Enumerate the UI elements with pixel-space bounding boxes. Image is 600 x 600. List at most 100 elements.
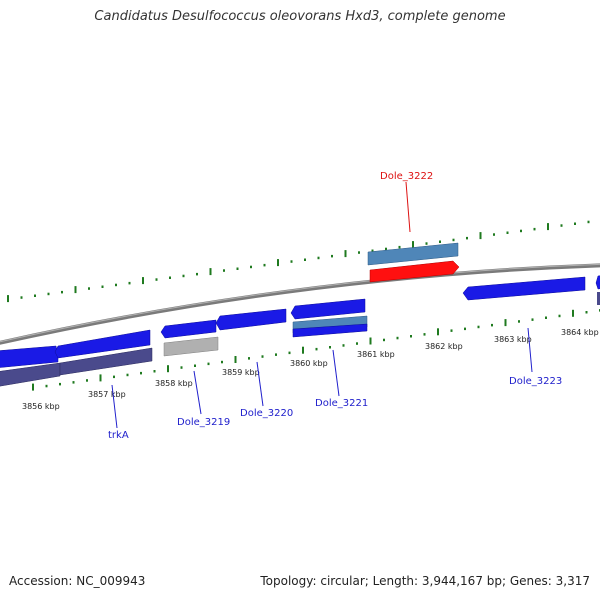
minor-tick (194, 364, 196, 367)
gene-arrow[interactable] (0, 345, 59, 368)
gene-arrow[interactable] (290, 298, 366, 320)
tick-label: 3857 kbp (88, 390, 126, 399)
gene-arrow[interactable] (462, 276, 586, 301)
major-tick (277, 259, 279, 267)
leader-line (405, 181, 411, 233)
minor-tick (315, 347, 318, 351)
minor-tick (113, 375, 115, 379)
label-leaders (111, 181, 533, 429)
gene-arrow[interactable] (163, 336, 219, 357)
minor-tick (533, 227, 536, 231)
tick-label: 3864 kbp (561, 328, 599, 337)
major-tick (302, 346, 304, 354)
leader-line (256, 361, 264, 407)
minor-tick (531, 318, 534, 321)
accession-text: Accession: NC_009943 (9, 574, 146, 588)
gene-label-trkA[interactable]: trkA (108, 430, 129, 441)
major-tick (412, 241, 414, 249)
minor-tick (371, 249, 374, 252)
tick-label: 3858 kbp (155, 379, 193, 388)
major-tick (74, 286, 77, 294)
gene-arrow[interactable] (54, 329, 151, 359)
gene-Dole_3222-group[interactable] (367, 242, 460, 283)
gene-label-Dole_3223[interactable]: Dole_3223 (509, 376, 562, 387)
major-tick (504, 319, 507, 327)
minor-tick (86, 379, 88, 382)
gene-label-Dole_3220[interactable]: Dole_3220 (240, 408, 293, 419)
minor-tick (115, 283, 117, 287)
gene-arrow[interactable] (292, 323, 368, 338)
gene-Dole_3219-group[interactable] (160, 319, 219, 357)
gene-label-Dole_3222[interactable]: Dole_3222 (380, 171, 433, 182)
minor-tick (545, 316, 547, 319)
gene-arrow[interactable] (160, 319, 217, 339)
minor-tick (329, 346, 331, 349)
minor-tick (466, 236, 468, 240)
major-tick (369, 337, 372, 345)
gene-arrow[interactable] (215, 308, 287, 331)
minor-tick (196, 272, 198, 276)
tick-label: 3863 kbp (494, 335, 532, 344)
leader-line (332, 349, 340, 397)
gene-arrow[interactable] (0, 362, 61, 387)
minor-tick (518, 320, 520, 323)
minor-tick (398, 245, 401, 249)
minor-tick (20, 296, 23, 299)
gene-arrow[interactable] (597, 292, 600, 305)
major-tick (437, 328, 439, 336)
minor-tick (101, 285, 104, 288)
gene-arrow[interactable] (59, 347, 153, 376)
tick-label: 3856 kbp (22, 402, 60, 411)
minor-tick (290, 260, 293, 263)
map-title: Candidatus Desulfococcus oleovorans Hxd3… (94, 9, 506, 24)
gene-arrow[interactable] (367, 242, 459, 266)
major-tick (572, 309, 574, 317)
lower-tick-track (32, 309, 600, 391)
gene-Dole_3220-group[interactable] (215, 308, 287, 331)
minor-tick (182, 274, 185, 278)
upper-tick-track (7, 220, 590, 303)
gene-label-Dole_3221[interactable]: Dole_3221 (315, 398, 368, 409)
gene-Dole_3221-group[interactable] (290, 298, 368, 338)
minor-tick (439, 240, 441, 243)
major-tick (32, 383, 34, 391)
minor-tick (288, 351, 291, 355)
minor-tick (221, 360, 223, 364)
minor-tick (520, 229, 522, 233)
minor-tick (248, 357, 250, 360)
minor-tick (450, 329, 453, 332)
minor-tick (385, 247, 387, 251)
gene-arrow[interactable] (595, 275, 600, 290)
major-tick (142, 277, 144, 285)
minor-tick (72, 381, 75, 384)
major-tick (99, 374, 102, 382)
major-tick (167, 365, 169, 373)
gene-labels: trkA Dole_3219 Dole_3220 Dole_3221 Dole_… (108, 171, 562, 441)
minor-tick (59, 382, 61, 386)
major-tick (209, 268, 212, 276)
major-tick (7, 295, 9, 303)
minor-tick (169, 276, 171, 279)
minor-tick (356, 342, 358, 345)
minor-tick (261, 355, 264, 358)
tick-labels: 3856 kbp 3857 kbp 3858 kbp 3859 kbp 3860… (22, 328, 599, 411)
minor-tick (342, 344, 345, 347)
minor-tick (263, 263, 266, 267)
minor-tick (61, 290, 63, 294)
tick-label: 3862 kbp (425, 342, 463, 351)
major-tick (547, 223, 549, 231)
gene-label-Dole_3219[interactable]: Dole_3219 (177, 417, 230, 428)
gene-arrow[interactable] (369, 260, 460, 283)
minor-tick (180, 366, 183, 369)
gene-Dole_3223-group[interactable] (462, 275, 600, 305)
minor-tick (153, 370, 156, 373)
minor-tick (304, 258, 306, 261)
minor-tick (587, 220, 590, 224)
gene-trkA-group[interactable] (0, 329, 153, 387)
minor-tick (88, 287, 90, 290)
minor-tick (236, 267, 239, 270)
genome-backbone-highlight (0, 263, 600, 343)
minor-tick (358, 251, 360, 254)
minor-tick (207, 362, 210, 366)
